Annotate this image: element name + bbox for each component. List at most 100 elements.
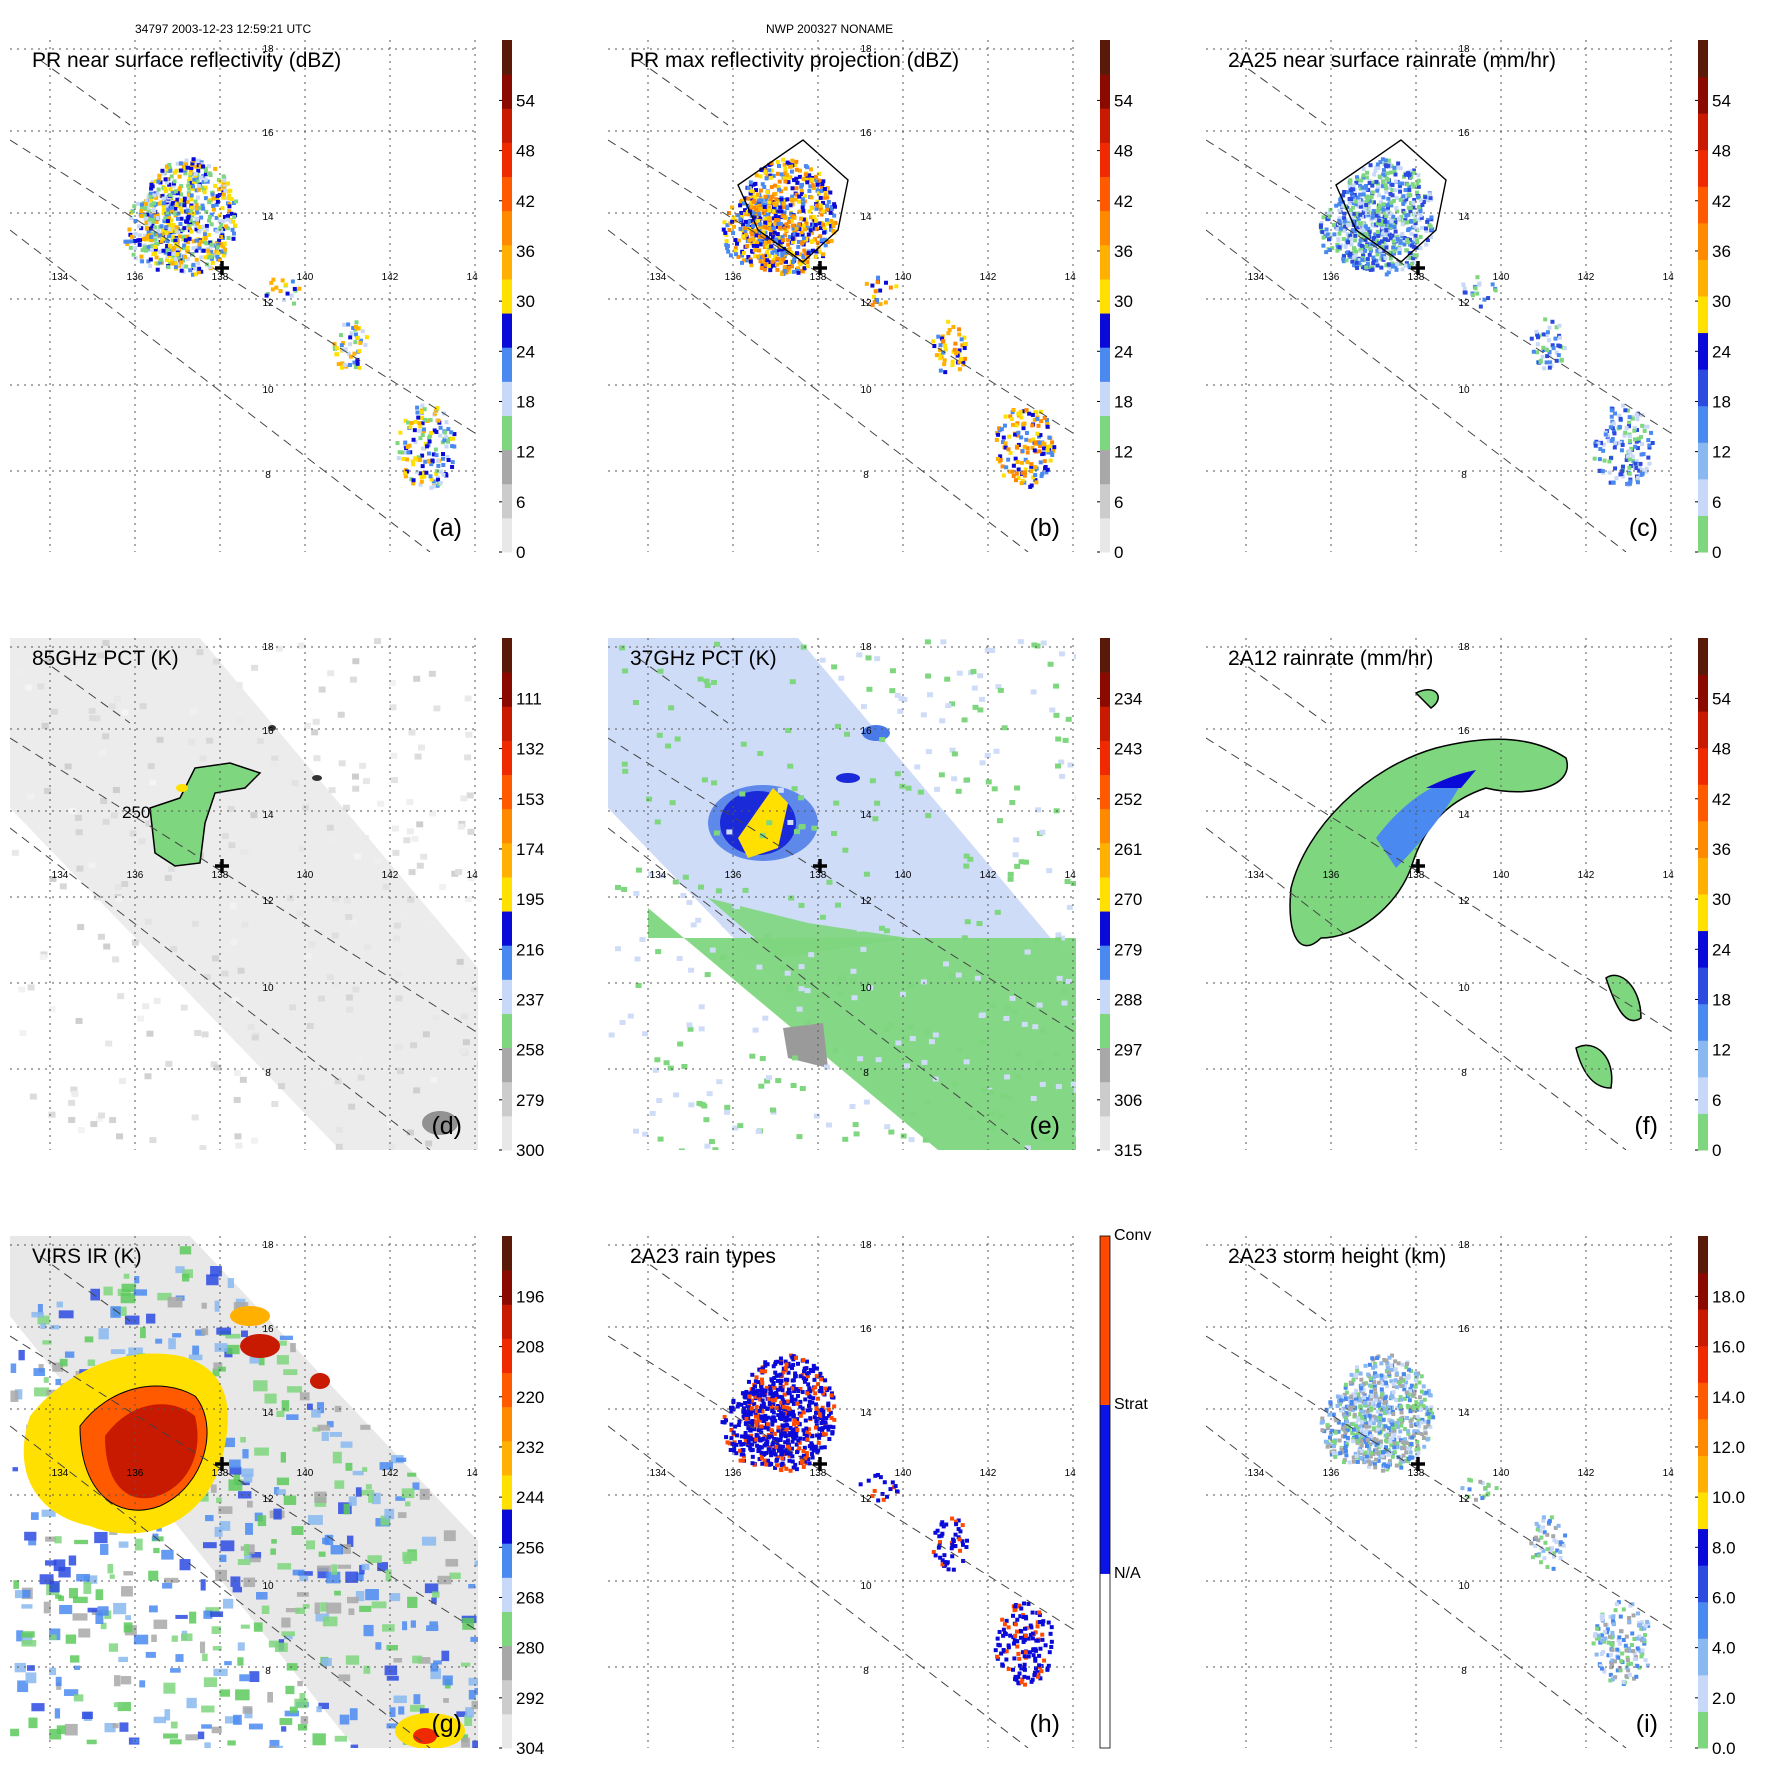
cloud-pixel <box>349 1708 358 1721</box>
pr-pixel <box>129 239 134 244</box>
pr-pixel <box>172 246 177 251</box>
pr-pixel <box>184 161 189 166</box>
pixel <box>732 902 739 908</box>
pr-pixel <box>1018 409 1023 414</box>
colorbar-band <box>1100 1081 1110 1117</box>
pr-pixel <box>754 221 759 226</box>
pr-pixel <box>1391 199 1396 204</box>
pr-pixel <box>1337 218 1342 223</box>
colorbar-band <box>502 876 512 912</box>
pr-pixel <box>741 1391 746 1396</box>
pr-pixel <box>1348 211 1353 216</box>
pr-pixel <box>1038 460 1043 465</box>
pr-pixel <box>823 1432 828 1437</box>
pr-pixel <box>942 362 947 367</box>
pr-pixel <box>734 252 739 257</box>
pr-pixel <box>831 1425 836 1430</box>
colorbar-band <box>502 1372 512 1408</box>
pixel <box>796 1006 803 1012</box>
pixel <box>792 1055 799 1061</box>
pr-pixel <box>1388 236 1393 241</box>
pr-pixel <box>161 196 166 201</box>
pr-pixel <box>783 197 788 202</box>
cloud-pixel <box>10 1390 19 1402</box>
pr-pixel <box>1414 253 1419 258</box>
colorbar-tick-label: 24 <box>516 342 535 361</box>
pr-pixel <box>752 241 757 246</box>
pixel <box>800 644 807 650</box>
pr-pixel <box>829 204 834 209</box>
pr-pixel <box>146 197 151 202</box>
pr-pixel <box>1015 421 1020 426</box>
colorbar-band <box>1100 706 1110 741</box>
pr-pixel <box>826 1427 831 1432</box>
pixel <box>930 918 937 924</box>
pr-pixel <box>271 277 276 282</box>
pixel <box>71 1090 79 1097</box>
pixel <box>90 1121 98 1128</box>
pr-pixel <box>802 1369 807 1374</box>
pixel <box>451 870 459 877</box>
pixel <box>701 777 708 783</box>
pr-pixel <box>436 477 441 482</box>
colorbar-band <box>502 638 512 673</box>
pr-pixel <box>744 1389 749 1394</box>
pr-pixel <box>809 1441 814 1446</box>
pixel <box>752 1027 759 1033</box>
pr-pixel <box>805 1408 810 1413</box>
colorbar-band <box>1698 259 1708 297</box>
pr-pixel <box>756 1413 761 1418</box>
pr-pixel <box>353 332 358 337</box>
pr-pixel <box>435 405 440 410</box>
pixel <box>642 1131 649 1137</box>
cloud-pixel <box>87 1607 98 1613</box>
pr-pixel <box>415 469 420 474</box>
pixel <box>985 779 992 785</box>
pr-pixel <box>752 228 757 233</box>
pixel <box>1032 1024 1039 1030</box>
pr-pixel <box>1650 441 1655 446</box>
pr-pixel <box>191 211 196 216</box>
cloud-pixel <box>179 1559 191 1571</box>
cloud-pixel <box>201 1724 212 1729</box>
pr-pixel <box>953 351 958 356</box>
cloud-pixel <box>246 1544 255 1554</box>
cloud-pixel <box>90 1288 101 1301</box>
pr-pixel <box>1328 211 1333 216</box>
lat-label: 14 <box>262 810 274 821</box>
pr-pixel <box>1358 192 1363 197</box>
cloud-pixel <box>56 1301 63 1308</box>
pixel <box>286 895 294 902</box>
pr-pixel <box>441 463 446 468</box>
pr-pixel <box>781 201 786 206</box>
pr-pixel <box>760 1381 765 1386</box>
pr-pixel <box>801 1376 806 1381</box>
pr-pixel <box>423 441 428 446</box>
cloud-pixel <box>315 1613 330 1622</box>
pr-pixel <box>802 1445 807 1450</box>
pixel <box>879 925 886 931</box>
pr-pixel <box>420 415 425 420</box>
pr-pixel <box>1402 235 1407 240</box>
pr-pixel <box>1337 202 1342 207</box>
pixel <box>326 824 334 831</box>
cloud-pixel <box>305 1540 316 1550</box>
pr-pixel <box>805 180 810 185</box>
colorbar-band <box>1100 483 1110 519</box>
cloud-pixel <box>44 1560 57 1566</box>
pr-pixel <box>1428 224 1433 229</box>
pixel <box>619 1019 626 1025</box>
pixel <box>1040 640 1047 646</box>
pixel <box>849 1103 856 1109</box>
pr-pixel <box>806 1457 811 1462</box>
cloud-pixel <box>377 1562 388 1572</box>
pr-pixel <box>754 173 759 178</box>
pr-pixel <box>784 222 789 227</box>
pixel <box>102 640 110 647</box>
pr-pixel <box>790 1409 795 1414</box>
pixel <box>432 1014 440 1021</box>
pr-pixel <box>436 458 441 463</box>
cloud-pixel <box>121 1283 137 1293</box>
pixel <box>989 647 996 653</box>
